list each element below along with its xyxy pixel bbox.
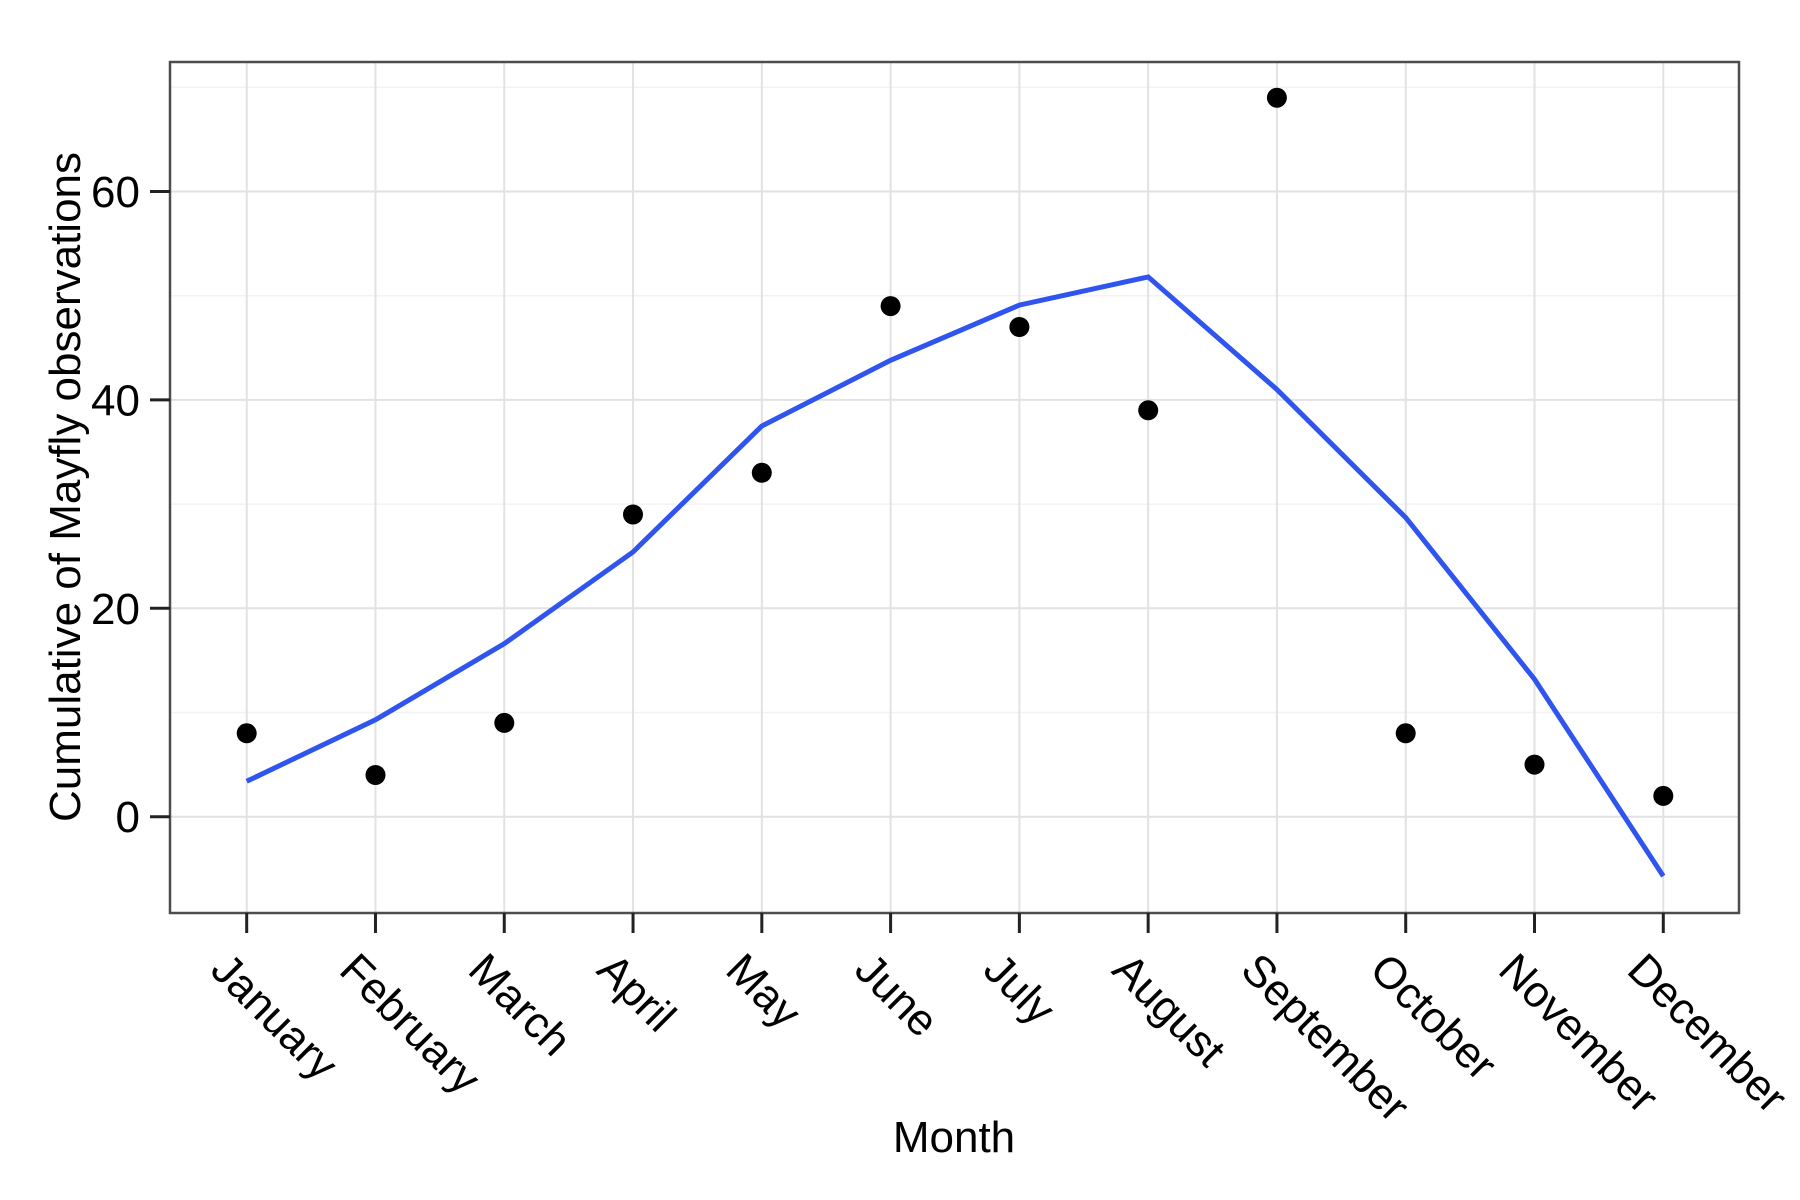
y-tick-label: 40 <box>91 376 140 425</box>
data-point <box>236 723 257 744</box>
y-tick-label: 60 <box>91 168 140 217</box>
panel-border <box>168 60 1741 915</box>
x-tick-label: April <box>588 944 685 1041</box>
plot-panel <box>170 62 1739 913</box>
x-tick-label: March <box>459 944 580 1065</box>
data-point <box>494 712 515 733</box>
x-tick-label: August <box>1103 944 1235 1076</box>
x-tick-label: May <box>717 944 810 1037</box>
data-point <box>1653 785 1674 806</box>
smooth-line-group <box>245 274 1666 878</box>
x-axis-title: Month <box>893 1113 1015 1162</box>
data-point <box>623 504 643 525</box>
y-axis-tick-labels: 0 20 40 60 <box>91 168 140 842</box>
grid-minor-lines <box>170 86 1739 714</box>
data-points <box>236 87 1674 806</box>
data-point <box>1138 400 1159 421</box>
data-point <box>1395 723 1416 744</box>
data-point <box>1524 754 1545 775</box>
x-tick-label: June <box>846 944 948 1046</box>
data-point <box>365 765 386 785</box>
data-point <box>1009 317 1030 337</box>
data-point <box>1266 87 1287 108</box>
x-axis-ticks <box>245 913 1665 933</box>
x-tick-label: February <box>330 944 489 1103</box>
grid-major-lines <box>170 62 1739 913</box>
y-tick-label: 20 <box>91 585 140 634</box>
y-axis-title: Cumulative of Mayfly observations <box>41 152 90 822</box>
x-tick-label: July <box>974 944 1064 1034</box>
y-axis-ticks <box>150 190 170 819</box>
smooth-fit-line <box>245 274 1666 878</box>
data-point <box>751 462 772 483</box>
data-point <box>880 296 901 317</box>
y-tick-label: 0 <box>116 793 140 842</box>
x-tick-label: January <box>202 944 347 1089</box>
